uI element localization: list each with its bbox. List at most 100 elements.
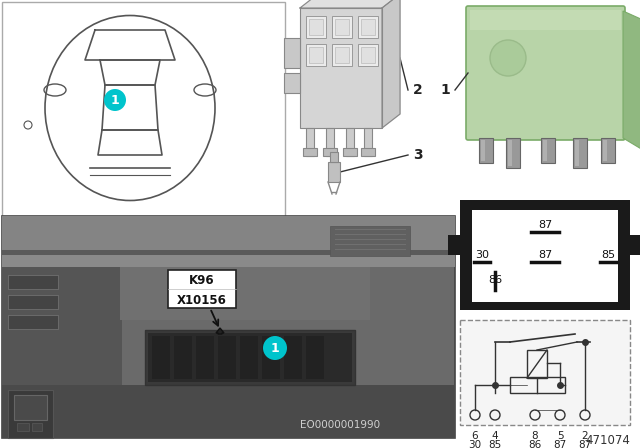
Text: 471074: 471074 bbox=[585, 434, 630, 447]
Polygon shape bbox=[623, 11, 640, 150]
Bar bbox=[2, 255, 455, 267]
Bar bbox=[361, 148, 375, 156]
Bar bbox=[364, 128, 372, 156]
Bar bbox=[527, 350, 547, 378]
Text: 87: 87 bbox=[538, 220, 552, 230]
Circle shape bbox=[490, 40, 526, 76]
Text: X10156: X10156 bbox=[177, 293, 227, 306]
Bar bbox=[8, 295, 58, 309]
Bar bbox=[358, 44, 378, 66]
Bar bbox=[510, 377, 565, 393]
Text: 3: 3 bbox=[413, 148, 422, 162]
Bar bbox=[17, 423, 29, 431]
Text: 1: 1 bbox=[111, 94, 120, 107]
Text: 1: 1 bbox=[440, 83, 450, 97]
Bar bbox=[361, 47, 375, 63]
Text: 87: 87 bbox=[579, 440, 591, 448]
Bar bbox=[240, 336, 258, 379]
Bar bbox=[541, 138, 555, 163]
Text: 86: 86 bbox=[488, 275, 502, 285]
Bar bbox=[335, 19, 349, 35]
Bar bbox=[32, 423, 42, 431]
Text: 8: 8 bbox=[532, 431, 538, 441]
Bar bbox=[630, 235, 640, 255]
Bar bbox=[168, 270, 236, 308]
Bar bbox=[14, 395, 47, 420]
Bar bbox=[460, 320, 630, 425]
Bar bbox=[300, 8, 382, 128]
Bar bbox=[284, 38, 300, 68]
Bar bbox=[309, 47, 323, 63]
Bar bbox=[306, 128, 314, 156]
Text: 2: 2 bbox=[582, 431, 588, 441]
Bar bbox=[196, 336, 214, 379]
Bar bbox=[343, 148, 357, 156]
Bar bbox=[218, 336, 236, 379]
Bar bbox=[309, 19, 323, 35]
Text: 4: 4 bbox=[492, 431, 499, 441]
FancyBboxPatch shape bbox=[466, 6, 625, 140]
Bar bbox=[346, 128, 354, 156]
Text: 85: 85 bbox=[601, 250, 615, 260]
Text: 30: 30 bbox=[475, 250, 489, 260]
Text: 87: 87 bbox=[538, 250, 552, 260]
Bar bbox=[508, 140, 512, 166]
Bar bbox=[361, 19, 375, 35]
Bar bbox=[460, 200, 630, 310]
Bar bbox=[303, 148, 317, 156]
Text: EO0000001990: EO0000001990 bbox=[300, 420, 380, 430]
Bar bbox=[603, 140, 607, 161]
Bar bbox=[326, 128, 334, 156]
Bar bbox=[506, 138, 520, 168]
Bar bbox=[145, 330, 355, 385]
Polygon shape bbox=[382, 0, 400, 128]
Bar bbox=[8, 275, 58, 289]
Bar bbox=[332, 44, 352, 66]
Circle shape bbox=[263, 336, 287, 360]
Text: K96: K96 bbox=[189, 273, 215, 287]
Bar bbox=[2, 265, 122, 438]
Text: 86: 86 bbox=[529, 440, 541, 448]
Bar bbox=[306, 44, 326, 66]
FancyArrow shape bbox=[216, 328, 224, 334]
Text: 6: 6 bbox=[472, 431, 478, 441]
Bar bbox=[332, 16, 352, 38]
Circle shape bbox=[104, 89, 126, 111]
Text: 2: 2 bbox=[413, 83, 423, 97]
Text: 30: 30 bbox=[468, 440, 481, 448]
Bar bbox=[148, 333, 352, 382]
Bar bbox=[601, 138, 615, 163]
Bar bbox=[479, 138, 493, 163]
Bar bbox=[323, 148, 337, 156]
Bar bbox=[2, 216, 455, 256]
Bar bbox=[2, 216, 455, 438]
Text: 87: 87 bbox=[554, 440, 566, 448]
Bar bbox=[448, 235, 460, 255]
Bar bbox=[358, 16, 378, 38]
Bar bbox=[120, 260, 370, 320]
Polygon shape bbox=[300, 0, 400, 8]
Bar bbox=[306, 336, 324, 379]
Text: 1: 1 bbox=[271, 341, 280, 354]
Bar bbox=[284, 73, 300, 93]
Text: 85: 85 bbox=[488, 440, 502, 448]
Bar bbox=[306, 16, 326, 38]
Bar bbox=[470, 10, 621, 30]
Bar bbox=[174, 336, 192, 379]
Bar bbox=[335, 47, 349, 63]
Bar bbox=[2, 385, 455, 438]
Bar bbox=[481, 140, 485, 161]
Bar bbox=[472, 210, 618, 302]
Bar bbox=[573, 138, 587, 168]
Bar bbox=[2, 2, 285, 217]
Bar bbox=[575, 140, 579, 166]
Bar bbox=[262, 336, 280, 379]
Bar bbox=[152, 336, 170, 379]
Bar bbox=[328, 162, 340, 182]
Bar bbox=[330, 226, 410, 256]
Bar bbox=[2, 250, 455, 265]
Bar bbox=[543, 140, 547, 161]
Bar bbox=[8, 315, 58, 329]
Bar bbox=[330, 152, 338, 162]
Bar bbox=[284, 336, 302, 379]
